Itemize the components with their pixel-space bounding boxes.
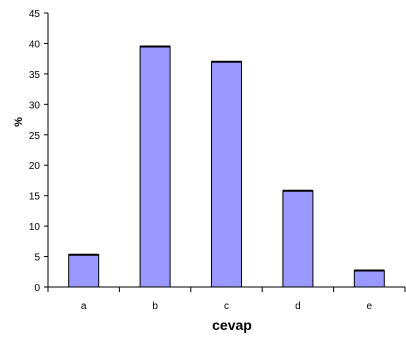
bar-c: [211, 61, 242, 288]
x-axis-label: cevap: [212, 317, 252, 333]
y-tick-label: 25: [29, 131, 41, 142]
x-tick-label-a: a: [81, 301, 87, 312]
y-tick-label: 0: [34, 283, 40, 294]
x-axis-ticks: a b c d e: [47, 287, 406, 312]
y-tick-label: 40: [29, 39, 41, 50]
x-tick-label-c: c: [224, 301, 229, 312]
bar-e: [353, 270, 385, 288]
y-tick-label: 5: [34, 253, 40, 264]
y-axis-label: %: [13, 117, 25, 127]
x-tick-label-b: b: [152, 301, 158, 312]
y-tick-label: 30: [29, 100, 41, 111]
x-tick-label-d: d: [295, 301, 301, 312]
x-tick-label-e: e: [367, 301, 373, 312]
bar-a: [68, 254, 100, 288]
bar-b: [139, 45, 171, 288]
bars: [68, 45, 385, 288]
y-tick-label: 10: [29, 222, 41, 233]
y-axis-ticks: 0 5 10 15 20 25 30 35 40 45: [29, 9, 48, 294]
y-tick-label: 15: [29, 192, 41, 203]
y-tick-label: 35: [29, 70, 41, 81]
bar-d: [282, 190, 314, 288]
y-tick-label: 20: [29, 161, 41, 172]
y-tick-label: 45: [29, 9, 41, 20]
